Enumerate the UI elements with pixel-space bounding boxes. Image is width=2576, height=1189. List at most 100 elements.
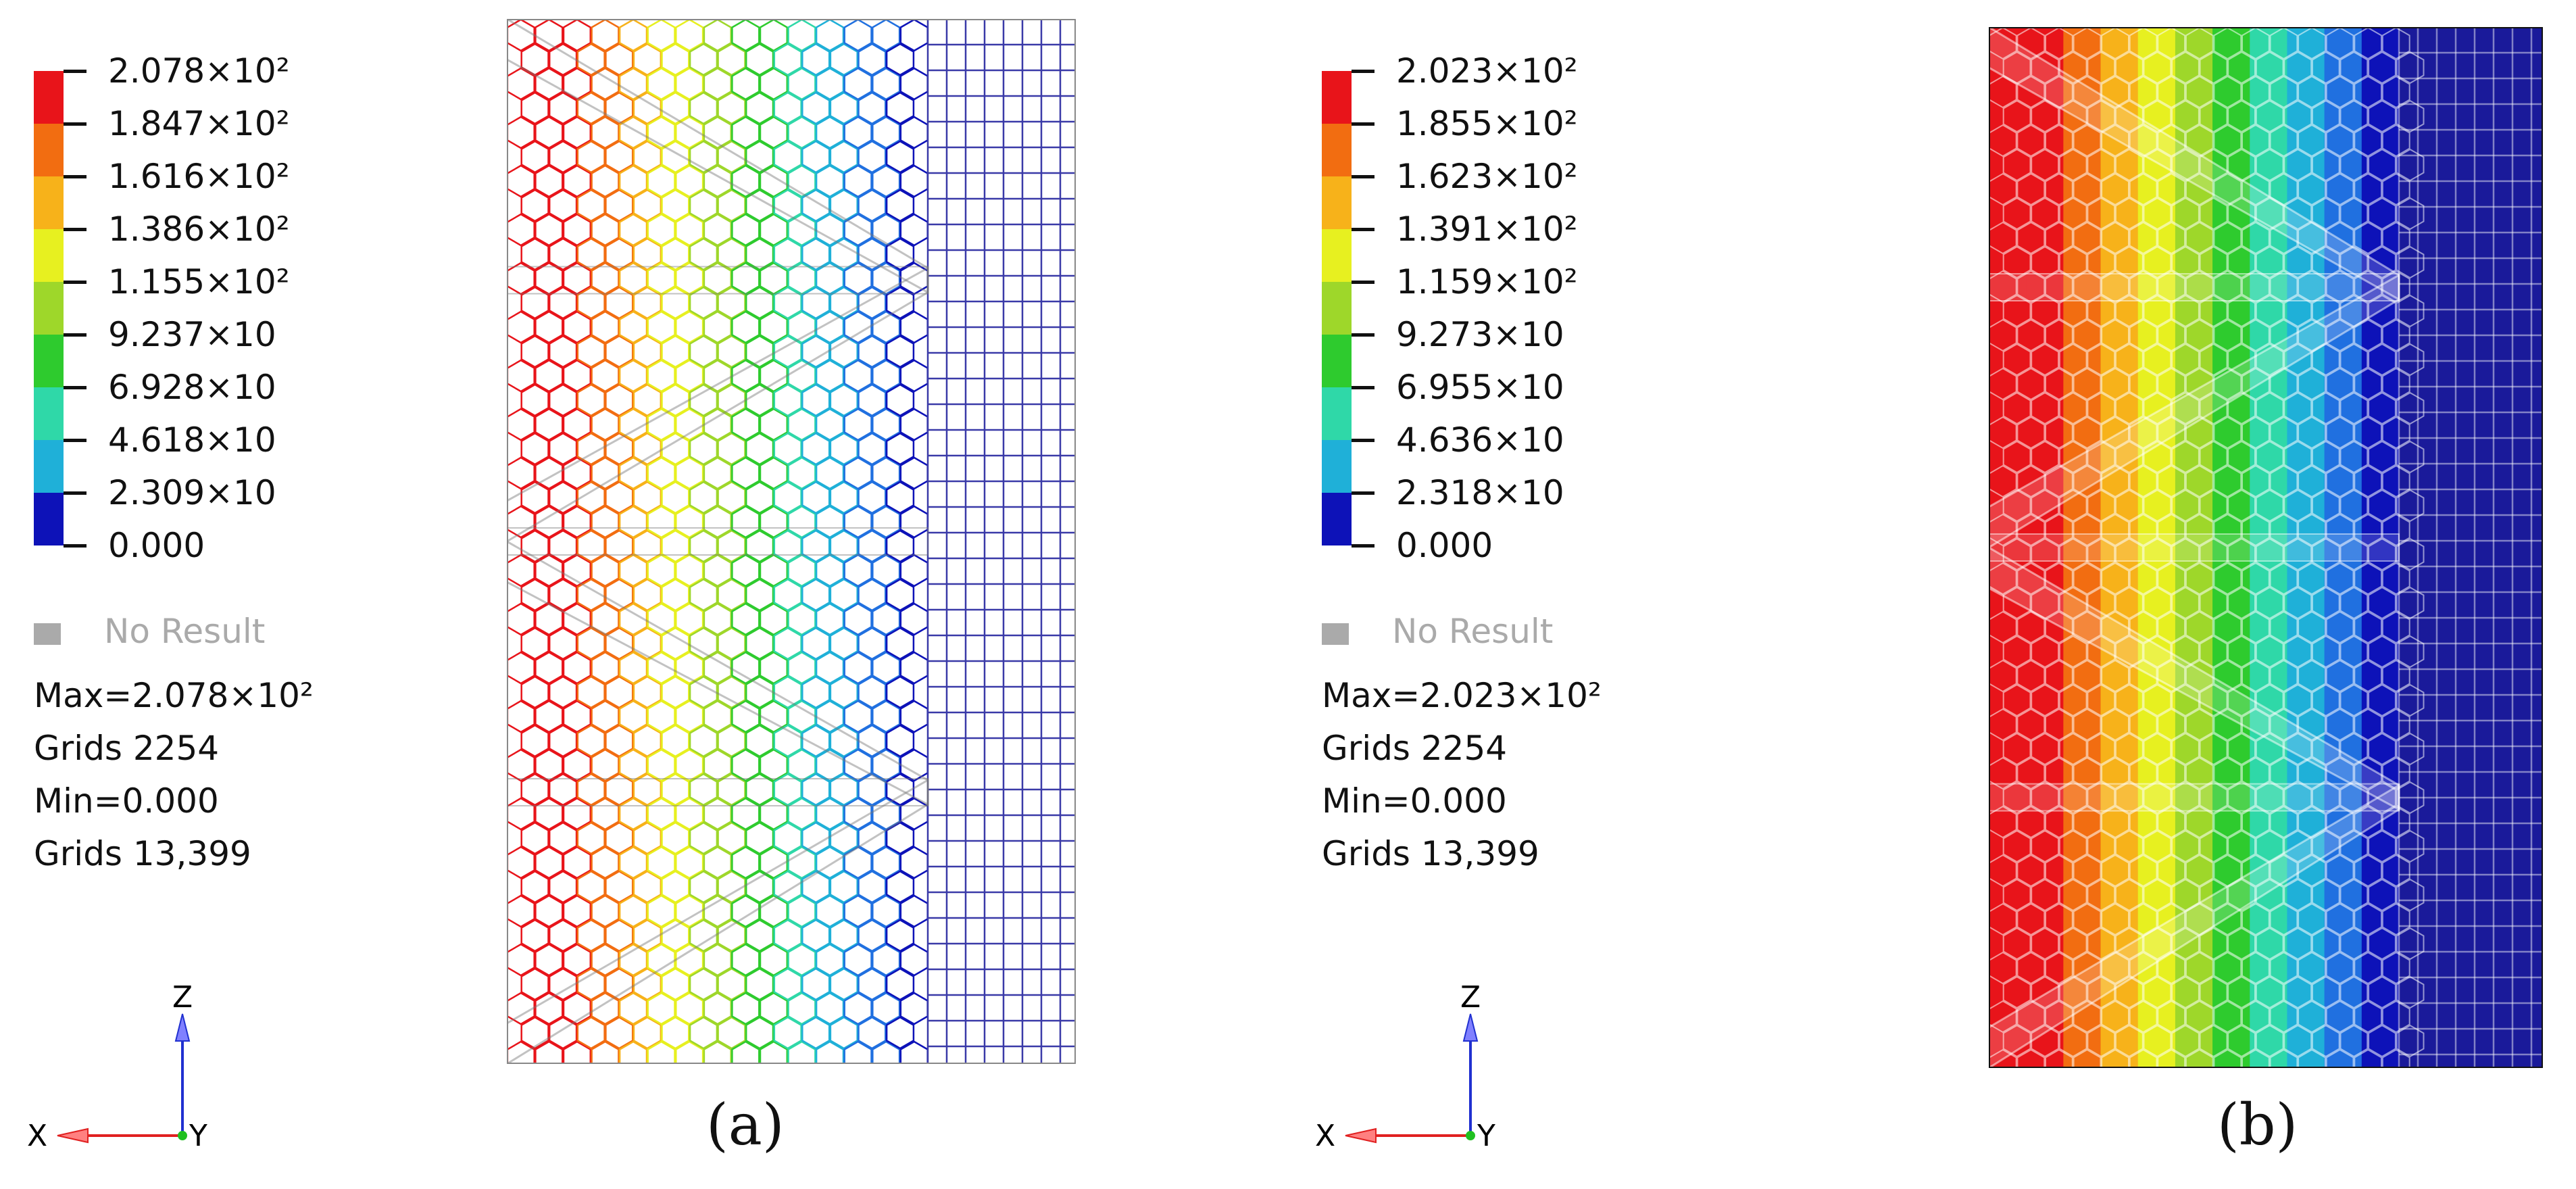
hex-grid-band bbox=[647, 19, 704, 1064]
plot-border bbox=[1989, 27, 2543, 1068]
legend-tick bbox=[64, 386, 86, 389]
hex-grid-band bbox=[576, 19, 634, 1064]
z-axis-label: Z bbox=[172, 980, 193, 1015]
legend-swatch bbox=[34, 229, 64, 282]
y-axis-label: Y bbox=[189, 1119, 207, 1153]
hex-grid-band bbox=[843, 19, 901, 1064]
legend-swatch bbox=[34, 335, 64, 387]
x-axis-label: X bbox=[27, 1119, 47, 1153]
hex-grid-band bbox=[801, 19, 858, 1064]
legend-tick bbox=[1352, 544, 1374, 548]
no-result-swatch bbox=[1322, 623, 1349, 645]
mesh-plot-wireframe bbox=[507, 19, 1076, 1064]
axis-triad: Z X Y bbox=[1315, 980, 1495, 1153]
stat-max-grids: Grids 2254 bbox=[1322, 729, 1508, 768]
legend-label: 2.078×10² bbox=[108, 51, 290, 91]
legend-tick bbox=[64, 175, 86, 178]
legend-tick bbox=[64, 544, 86, 548]
no-result-label: No Result bbox=[1322, 612, 1553, 651]
y-axis-dot bbox=[178, 1131, 187, 1140]
legend-swatch bbox=[1322, 282, 1352, 335]
legend-tick bbox=[64, 491, 86, 495]
legend-label: 0.000 bbox=[108, 526, 205, 565]
legend-swatch bbox=[34, 282, 64, 335]
axis-triad: Z X Y bbox=[27, 980, 207, 1153]
stats-block: Max=2.078×10² Grids 2254 Min=0.000 Grids… bbox=[34, 669, 314, 880]
diagonal-struts bbox=[507, 19, 929, 1064]
contour-band bbox=[2026, 27, 2064, 1068]
stat-min: Min=0.000 bbox=[1322, 781, 1507, 821]
legend-label: 2.309×10 bbox=[108, 473, 276, 512]
legend-swatch bbox=[1322, 71, 1352, 124]
legend-label: 1.855×10² bbox=[1396, 104, 1578, 143]
x-axis-label: X bbox=[1315, 1119, 1335, 1153]
legend-swatch bbox=[34, 440, 64, 493]
plot-border bbox=[507, 19, 1076, 1064]
caption: (b) bbox=[2217, 1092, 2298, 1158]
legend-tick bbox=[1352, 333, 1374, 337]
color-legend: 2.078×10² 1.847×10² 1.616×10² 1.386×10² 1.15… bbox=[34, 54, 385, 591]
hex-grid-band bbox=[731, 19, 789, 1064]
hex-grid-band bbox=[507, 19, 549, 1064]
legend-tick bbox=[1352, 491, 1374, 495]
hex-grid-band bbox=[885, 19, 928, 1064]
legend-swatch bbox=[34, 387, 64, 440]
mesh-plot-filled bbox=[1989, 27, 2543, 1068]
stat-min-grids: Grids 13,399 bbox=[1322, 834, 1539, 873]
hex-grid-band bbox=[773, 19, 816, 1064]
no-result-text: No Result bbox=[1392, 612, 1554, 651]
y-axis-dot bbox=[1466, 1131, 1475, 1140]
legend-tick bbox=[1352, 281, 1374, 284]
no-result-label: No Result bbox=[34, 612, 265, 651]
hex-grid-band bbox=[689, 19, 746, 1064]
legend-swatch bbox=[1322, 493, 1352, 545]
stats-block: Max=2.023×10² Grids 2254 Min=0.000 Grids… bbox=[1322, 669, 1602, 880]
legend-label: 6.955×10 bbox=[1396, 368, 1564, 407]
z-axis-arrow-icon bbox=[174, 1013, 191, 1042]
color-legend: 2.023×10² 1.855×10² 1.623×10² 1.391×10² 1.15… bbox=[1322, 54, 1673, 591]
legend-label: 1.159×10² bbox=[1396, 262, 1578, 301]
legend-label: 1.391×10² bbox=[1396, 210, 1578, 249]
legend-swatch bbox=[1322, 229, 1352, 282]
legend-label: 4.618×10 bbox=[108, 420, 276, 460]
legend-tick bbox=[1352, 70, 1374, 73]
legend-label: 1.847×10² bbox=[108, 104, 290, 143]
legend-tick bbox=[64, 333, 86, 337]
stat-max: Max=2.078×10² bbox=[34, 676, 314, 715]
legend-swatch bbox=[1322, 440, 1352, 493]
legend-tick bbox=[1352, 122, 1374, 126]
legend-swatch bbox=[1322, 335, 1352, 387]
legend-tick bbox=[1352, 175, 1374, 178]
legend-color-bar bbox=[34, 71, 64, 598]
panel-a: 2.078×10² 1.847×10² 1.616×10² 1.386×10² 1.15… bbox=[27, 19, 1076, 1158]
legend-label: 2.318×10 bbox=[1396, 473, 1564, 512]
legend-swatch bbox=[34, 71, 64, 124]
legend-tick bbox=[64, 122, 86, 126]
z-axis-arrow-icon bbox=[1462, 1013, 1479, 1042]
stat-min: Min=0.000 bbox=[34, 781, 219, 821]
caption: (a) bbox=[706, 1092, 785, 1158]
legend-tick bbox=[64, 70, 86, 73]
legend-label: 6.928×10 bbox=[108, 368, 276, 407]
legend-swatch bbox=[1322, 124, 1352, 176]
x-axis-arrow-icon bbox=[1345, 1127, 1377, 1144]
legend-tick bbox=[1352, 439, 1374, 442]
legend-label: 1.616×10² bbox=[108, 157, 290, 196]
no-result-text: No Result bbox=[104, 612, 266, 651]
legend-color-bar bbox=[1322, 71, 1352, 598]
legend-swatch bbox=[1322, 387, 1352, 440]
no-result-swatch bbox=[34, 623, 61, 645]
rect-grid bbox=[2398, 27, 2543, 1068]
z-axis-label: Z bbox=[1460, 980, 1481, 1015]
legend-label: 1.386×10² bbox=[108, 210, 290, 249]
legend-swatch bbox=[34, 176, 64, 229]
legend-tick bbox=[64, 281, 86, 284]
stat-min-grids: Grids 13,399 bbox=[34, 834, 251, 873]
legend-label: 9.273×10 bbox=[1396, 315, 1564, 354]
legend-tick bbox=[64, 439, 86, 442]
panel-b: 2.023×10² 1.855×10² 1.623×10² 1.391×10² 1.15… bbox=[1288, 0, 2576, 1189]
legend-label: 9.237×10 bbox=[108, 315, 276, 354]
legend-label: 1.623×10² bbox=[1396, 157, 1578, 196]
legend-tick bbox=[1352, 386, 1374, 389]
stat-max: Max=2.023×10² bbox=[1322, 676, 1602, 715]
